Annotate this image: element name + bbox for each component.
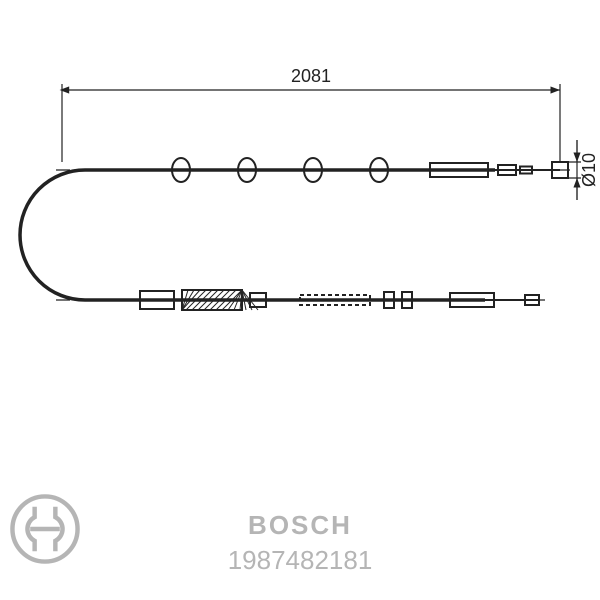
svg-text:2081: 2081 [291,66,331,86]
technical-drawing: 2081 Ø10 [0,0,600,470]
brand-name: BOSCH [0,510,600,541]
svg-text:Ø10: Ø10 [579,153,599,187]
part-number: 1987482181 [0,545,600,576]
diagram-canvas: 2081 Ø10 BOSCH 1987482181 [0,0,600,600]
